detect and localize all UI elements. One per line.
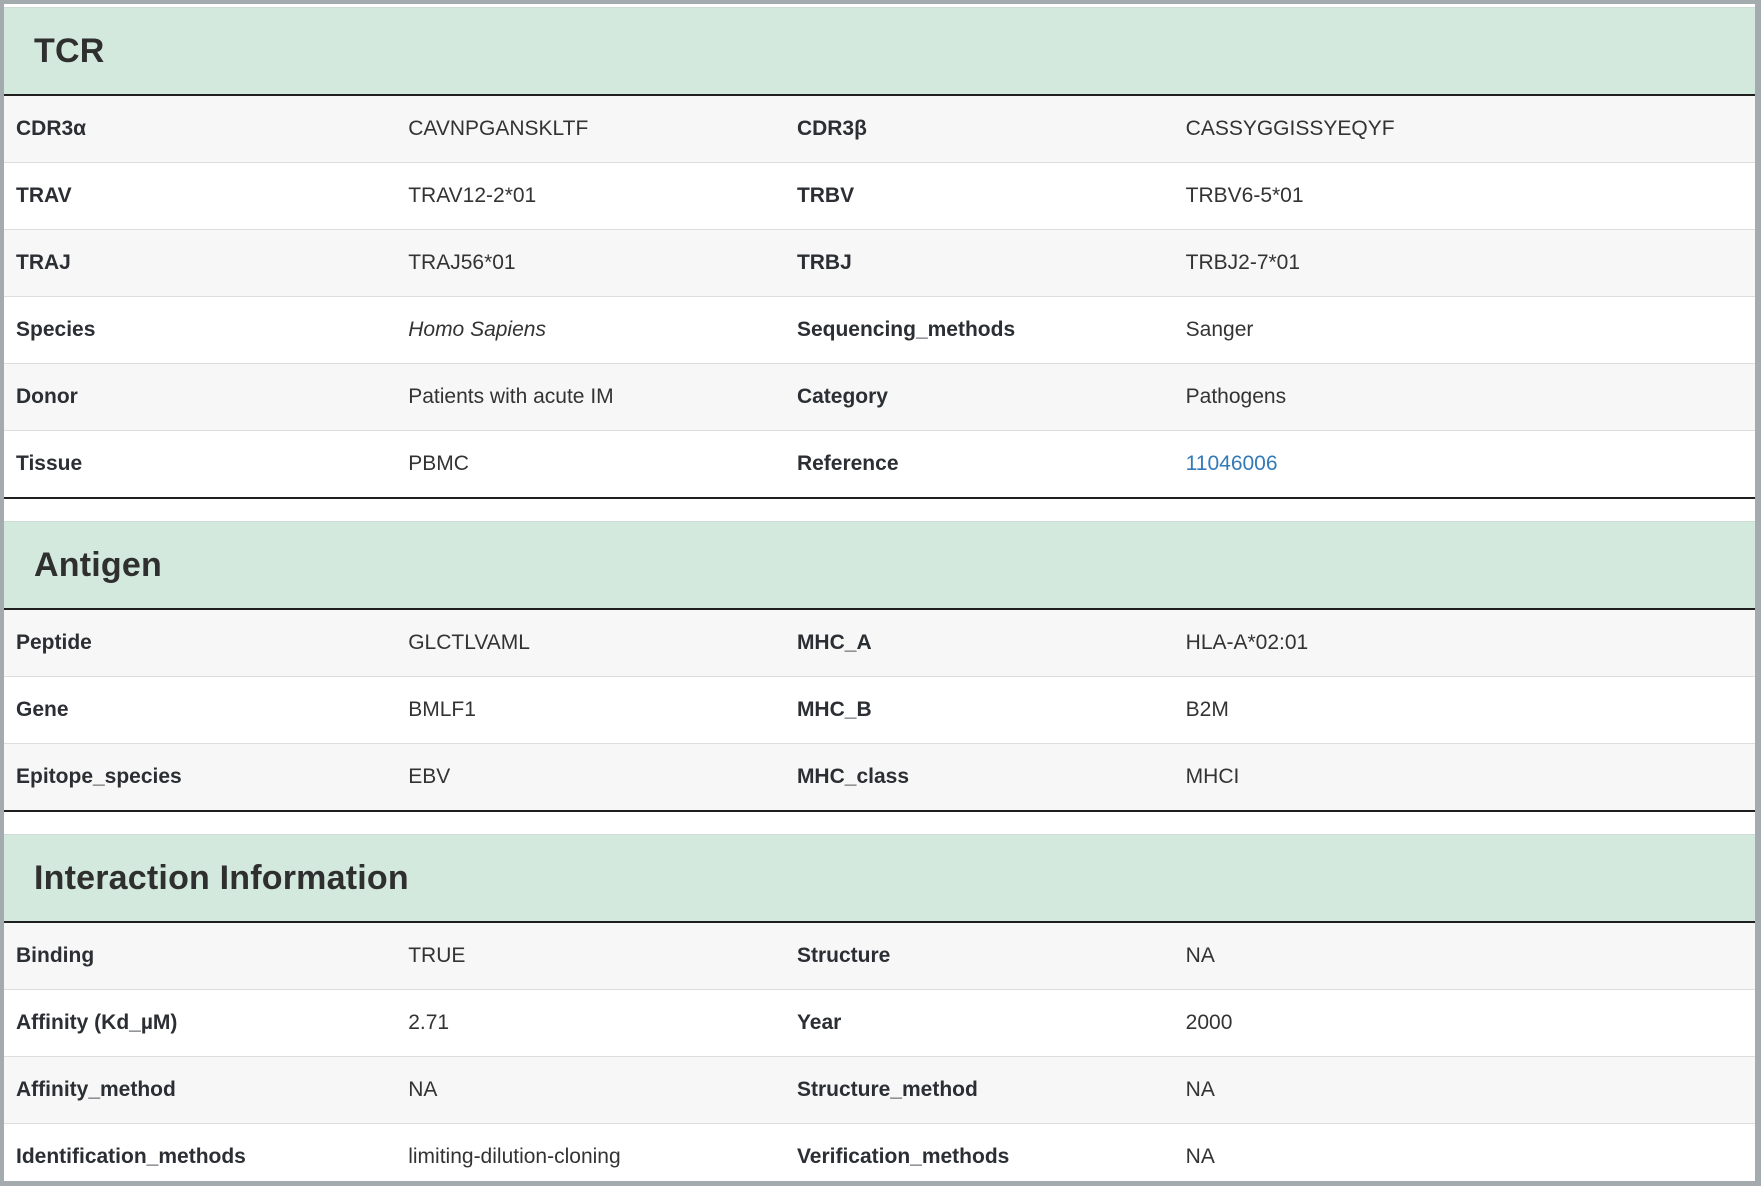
field-label: Donor <box>4 363 397 431</box>
field-label: Species <box>4 296 397 364</box>
table-row: TRAV TRAV12-2*01 TRBV TRBV6-5*01 <box>4 162 1755 230</box>
tcr-table: CDR3α CAVNPGANSKLTF CDR3β CASSYGGISSYEQY… <box>4 96 1755 497</box>
field-label: Affinity (Kd_µM) <box>4 989 397 1057</box>
field-label: Binding <box>16 944 95 967</box>
field-value-species: Homo Sapiens <box>396 296 785 364</box>
field-value: HLA-A*02:01 <box>1185 631 1309 654</box>
field-label: MHC_B <box>784 676 1174 744</box>
field-label: TRBJ <box>784 229 1174 297</box>
field-value: 2.71 <box>396 989 785 1057</box>
field-value: EBV <box>396 743 785 810</box>
field-value: MHCI <box>1173 743 1755 810</box>
table-row: Identification_methods limiting-dilution… <box>4 1123 1755 1181</box>
antigen-table: Peptide GLCTLVAML MHC_A HLA-A*02:01 Gene… <box>4 610 1755 810</box>
table-row: Tissue PBMC Reference 11046006 <box>4 430 1755 497</box>
field-label: TRAJ <box>4 229 397 297</box>
table-row: Donor Patients with acute IM Category Pa… <box>4 363 1755 431</box>
interaction-section-header: Interaction Information <box>4 834 1755 923</box>
field-label: CDR3α <box>16 117 87 140</box>
field-value: TRUE <box>408 944 466 967</box>
antigen-section: Antigen Peptide GLCTLVAML MHC_A HLA-A*02… <box>4 521 1755 812</box>
section-title-tcr: TCR <box>34 32 105 70</box>
table-row: Peptide GLCTLVAML MHC_A HLA-A*02:01 <box>4 610 1755 677</box>
field-value: NA <box>1185 944 1215 967</box>
field-value: TRAV12-2*01 <box>396 162 785 230</box>
field-label: Epitope_species <box>4 743 397 810</box>
table-row: Epitope_species EBV MHC_class MHCI <box>4 743 1755 810</box>
section-title-interaction: Interaction Information <box>34 859 409 897</box>
field-label: Verification_methods <box>784 1123 1174 1181</box>
field-label: MHC_A <box>796 631 872 654</box>
field-label: Category <box>784 363 1174 431</box>
field-label: CDR3β <box>796 117 867 140</box>
tcr-section: TCR CDR3α CAVNPGANSKLTF CDR3β CASSYGGISS… <box>4 7 1755 499</box>
field-value: NA <box>396 1056 785 1124</box>
field-value: CAVNPGANSKLTF <box>408 117 589 140</box>
field-value: B2M <box>1173 676 1755 744</box>
field-label: Year <box>784 989 1174 1057</box>
field-value: TRAJ56*01 <box>396 229 785 297</box>
section-title-antigen: Antigen <box>34 546 162 584</box>
interaction-table: Binding TRUE Structure NA Affinity (Kd_µ… <box>4 923 1755 1181</box>
table-row: Gene BMLF1 MHC_B B2M <box>4 676 1755 744</box>
field-value: BMLF1 <box>396 676 785 744</box>
field-value: Patients with acute IM <box>396 363 785 431</box>
field-label: Identification_methods <box>4 1123 397 1181</box>
field-label: Gene <box>4 676 397 744</box>
field-value: Sanger <box>1173 296 1755 364</box>
field-value: TRBJ2-7*01 <box>1173 229 1755 297</box>
tcr-section-header: TCR <box>4 7 1755 96</box>
table-row: TRAJ TRAJ56*01 TRBJ TRBJ2-7*01 <box>4 229 1755 297</box>
reference-link[interactable]: 11046006 <box>1185 452 1278 475</box>
field-value: CASSYGGISSYEQYF <box>1185 117 1395 140</box>
field-label: Affinity_method <box>4 1056 397 1124</box>
field-value: limiting-dilution-cloning <box>396 1123 785 1181</box>
field-label: Sequencing_methods <box>784 296 1174 364</box>
field-value: Pathogens <box>1173 363 1755 431</box>
field-value: NA <box>1173 1056 1755 1124</box>
table-row: Affinity (Kd_µM) 2.71 Year 2000 <box>4 989 1755 1057</box>
field-label: TRAV <box>4 162 397 230</box>
table-row: CDR3α CAVNPGANSKLTF CDR3β CASSYGGISSYEQY… <box>4 96 1755 163</box>
field-value: PBMC <box>396 430 785 497</box>
table-row: Binding TRUE Structure NA <box>4 923 1755 990</box>
field-label: Peptide <box>16 631 92 654</box>
field-value: TRBV6-5*01 <box>1173 162 1755 230</box>
field-label: Reference <box>784 430 1174 497</box>
interaction-section: Interaction Information Binding TRUE Str… <box>4 834 1755 1181</box>
field-label: Tissue <box>4 430 397 497</box>
field-value: GLCTLVAML <box>408 631 530 654</box>
field-value: 2000 <box>1173 989 1755 1057</box>
field-label: Structure_method <box>784 1056 1174 1124</box>
antigen-section-header: Antigen <box>4 521 1755 610</box>
table-row: Species Homo Sapiens Sequencing_methods … <box>4 296 1755 364</box>
field-label: Structure <box>796 944 891 967</box>
field-label: MHC_class <box>784 743 1174 810</box>
field-label: TRBV <box>784 162 1174 230</box>
table-row: Affinity_method NA Structure_method NA <box>4 1056 1755 1124</box>
field-value: NA <box>1173 1123 1755 1181</box>
